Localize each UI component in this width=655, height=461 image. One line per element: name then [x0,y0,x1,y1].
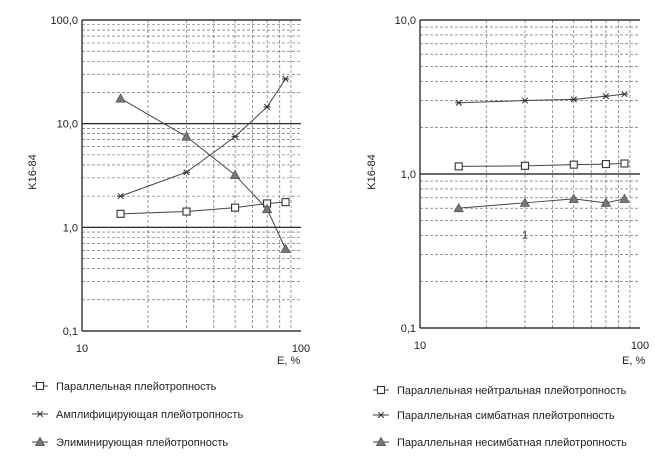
legend-label: Параллельная нейтральная плейотропность [397,385,627,397]
y-axis-label: K16-84 [27,154,39,189]
y-tick-label: 1,0 [63,222,78,234]
legend-item: Амплифицирующая плейотропность [32,409,243,421]
legend-marker [36,410,44,418]
data-point [231,203,240,212]
data-point [570,96,578,103]
series-1 [455,90,628,106]
series-2 [115,93,291,253]
data-point [182,169,190,176]
y-tick-label: 1,0 [401,169,416,181]
data-point [282,75,290,83]
data-point [116,209,125,218]
legend-item: Параллельная плейотропность [32,381,217,393]
series-line [458,162,625,167]
data-point [569,160,578,169]
legend-item: Элиминирующая плейотропность [32,436,228,449]
data-point [454,162,463,171]
legend-marker [376,385,386,395]
legend-item: Параллельная несимбатная плейотропность [373,436,627,449]
data-point [620,159,629,168]
grid [81,19,301,332]
series-0 [454,159,629,171]
data-point [568,193,579,203]
data-point [280,243,291,253]
data-point [182,207,191,216]
data-point [620,90,628,98]
series-1 [117,75,290,200]
legend-item: Параллельная нейтральная плейотропность [373,385,627,397]
grid [419,19,640,329]
x-tick-label: 10 [414,340,426,352]
data-point [453,202,464,213]
data-point [520,161,530,170]
y-tick-label: 0,1 [63,326,78,338]
data-point [261,203,273,214]
legend-marker [34,436,46,447]
legend-item: Параллельная симбатная плейотропность [373,410,615,422]
data-point [619,193,630,203]
chart-right: 0,1 1,0 10,0 10 100 K16-84 E, % 1 Параллельная н… [366,15,649,449]
x-tick-label: 10 [76,343,88,355]
legend-label: Амплифицирующая плейотропность [56,409,243,421]
series-line [120,98,286,250]
series-line [120,201,286,215]
legend-label: Параллельная симбатная плейотропность [397,410,615,422]
data-point [231,133,239,140]
legend-label: Элиминирующая плейотропность [56,437,228,449]
x-axis-label: E, % [277,355,300,367]
data-point [602,93,610,100]
data-point [181,131,192,141]
x-tick-label: 100 [631,340,649,352]
series-2 [453,193,630,213]
chart-left: 0,1 1,0 10,0 100,0 10 100 K16-84 E, % Параллельн… [27,15,310,449]
data-point [263,103,271,111]
series-line [458,198,625,209]
y-tick-label: 0,1 [401,323,416,335]
legend-marker [35,381,45,391]
series-0 [116,198,290,218]
data-point [115,93,126,103]
x-axis-label: E, % [622,355,645,367]
legend-marker [377,411,385,419]
data-point [521,97,529,104]
data-point [601,160,610,169]
data-point [600,197,612,207]
y-tick-label: 100,0 [50,15,78,27]
y-tick-label: 10,0 [57,119,78,131]
legend-label: Параллельная несимбатная плейотропность [397,437,627,449]
data-point [519,197,531,207]
data-point [229,169,241,179]
data-point [455,99,463,106]
series-line [120,78,286,197]
y-tick-label: 10,0 [395,15,416,27]
legend-marker [375,436,387,447]
data-point [117,192,125,200]
x-tick-label: 100 [292,343,310,355]
data-point [281,198,290,207]
y-axis-label: K16-84 [366,154,378,189]
annotation-label: 1 [522,230,528,242]
series-line [458,93,625,104]
legend-label: Параллельная плейотропность [56,381,217,393]
